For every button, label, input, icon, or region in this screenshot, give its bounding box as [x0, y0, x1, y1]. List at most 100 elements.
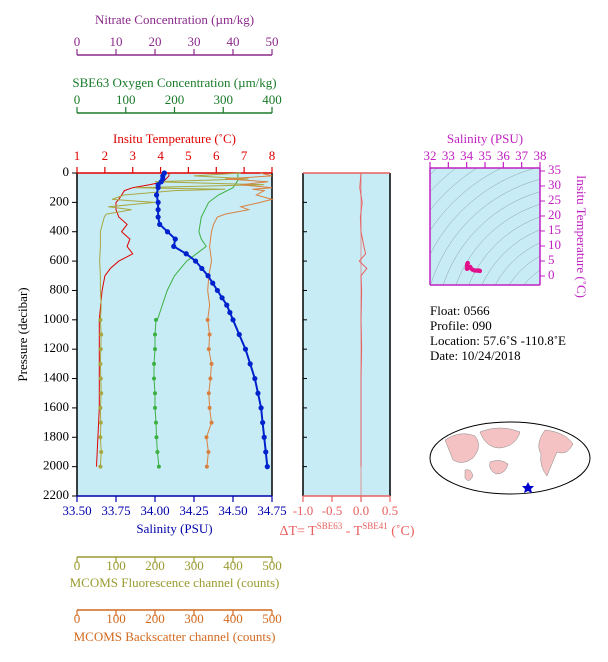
y-tick-label: 1000: [43, 311, 69, 326]
x-tick-label: 500: [262, 611, 282, 626]
y-tick-label: 20: [548, 207, 561, 222]
profile-marker: [164, 229, 171, 235]
x-tick-label: 100: [106, 558, 126, 573]
x-tick-label: 300: [184, 558, 204, 573]
profile-marker: [214, 287, 220, 294]
x-tick-label: 400: [223, 611, 243, 626]
profile-marker: [204, 435, 209, 440]
x-tick-label: 100: [106, 611, 126, 626]
x-axis-title: ΔT= TSBE63 - TSBE41 (˚C): [279, 521, 414, 539]
profile-marker: [209, 420, 214, 425]
profile-marker: [247, 361, 253, 367]
profile-marker: [98, 347, 103, 352]
profile-marker: [264, 464, 270, 470]
x-tick-label: 0: [74, 92, 81, 107]
x-tick-label: 50: [266, 34, 279, 49]
x-axis-title-part: - T: [342, 524, 362, 539]
profile-marker: [207, 332, 212, 337]
profile-marker: [261, 434, 267, 440]
y-tick-label: 0: [63, 164, 70, 179]
y-tick-label: 25: [548, 192, 561, 207]
profile-marker: [155, 199, 161, 205]
profile-marker: [206, 449, 211, 454]
x-tick-label: 36: [497, 148, 511, 163]
y-tick-label: 400: [50, 223, 70, 238]
y-tick-label: 2000: [43, 458, 69, 473]
x-axis-title: Insitu Temperature (˚C): [113, 131, 236, 146]
profile-marker: [227, 309, 233, 316]
x-tick-label: 500: [262, 558, 282, 573]
profile-marker: [152, 361, 157, 366]
x-axis-title: MCOMS Backscatter channel (counts): [74, 629, 276, 644]
x-axis-title: Nitrate Concentration (µm/kg): [95, 12, 254, 27]
y-tick-label: 200: [50, 193, 70, 208]
x-tick-label: -0.5: [322, 503, 343, 518]
profile-marker: [183, 251, 189, 257]
dt-line: [358, 172, 368, 467]
x-tick-label: 10: [110, 34, 123, 49]
profile-marker: [210, 280, 216, 286]
x-tick-label: 0: [74, 611, 81, 626]
profile-line: [155, 172, 269, 467]
profile-marker: [199, 265, 205, 272]
x-tick-label: 0: [74, 34, 81, 49]
x-tick-label: 7: [241, 148, 248, 163]
x-tick-label: 40: [227, 34, 240, 49]
x-tick-label: 5: [185, 148, 192, 163]
y-tick-label: 1800: [43, 428, 69, 443]
y-tick-label: 2200: [43, 487, 69, 502]
x-tick-label: 4: [157, 148, 164, 163]
y-tick-label: 35: [548, 162, 561, 177]
profile-marker: [155, 449, 160, 454]
profile-marker: [224, 302, 230, 308]
x-tick-label: 8: [269, 148, 276, 163]
x-tick-label: 400: [223, 558, 243, 573]
info-line: Float: 0566: [430, 303, 490, 318]
x-tick-label: 32: [424, 148, 437, 163]
info-line: Location: 57.6˚S -110.8˚E: [430, 333, 566, 348]
x-tick-label: 0.0: [353, 503, 369, 518]
x-tick-label: 34: [460, 148, 474, 163]
profile-marker: [153, 420, 158, 425]
profile-marker: [230, 317, 236, 323]
profile-marker: [155, 214, 161, 220]
profile-marker: [155, 185, 161, 191]
profile-marker: [98, 420, 103, 425]
x-tick-label: 2: [102, 148, 109, 163]
profile-marker: [204, 464, 209, 469]
plot-background: [303, 173, 390, 496]
x-tick-label: 33.50: [62, 503, 91, 518]
x-tick-label: 1: [74, 148, 81, 163]
x-tick-label: 35: [479, 148, 492, 163]
x-tick-label: 34.50: [218, 503, 247, 518]
profile-line: [207, 172, 274, 320]
x-axis-title: Salinity (PSU): [136, 521, 212, 536]
y-tick-label: 0: [548, 267, 555, 282]
x-tick-label: 34.75: [257, 503, 286, 518]
x-tick-label: 20: [149, 34, 162, 49]
x-tick-label: 38: [534, 148, 547, 163]
x-tick-label: 6: [213, 148, 220, 163]
world-map: [429, 421, 591, 495]
profile-marker: [242, 346, 249, 352]
x-tick-label: 37: [515, 148, 529, 163]
x-tick-label: 30: [188, 34, 201, 49]
x-tick-label: -1.0: [293, 503, 314, 518]
profile-marker: [255, 390, 261, 396]
profile-marker: [98, 317, 103, 322]
profile-marker: [260, 419, 266, 426]
y-tick-label: 30: [548, 177, 561, 192]
x-tick-label: 300: [184, 611, 204, 626]
x-tick-label: 100: [116, 92, 136, 107]
y-axis-title: Pressure (decibar): [15, 287, 30, 381]
x-tick-label: 33.75: [101, 503, 130, 518]
profile-line: [156, 173, 239, 320]
profile-marker: [207, 405, 212, 410]
x-axis-title: MCOMS Fluorescence channel (counts): [70, 575, 280, 590]
profile-marker: [252, 375, 258, 382]
profile-marker: [153, 317, 158, 322]
profile-marker: [206, 391, 211, 396]
ts-point: [477, 268, 483, 274]
y-tick-label: 1200: [43, 340, 69, 355]
profile-line: [99, 172, 265, 320]
